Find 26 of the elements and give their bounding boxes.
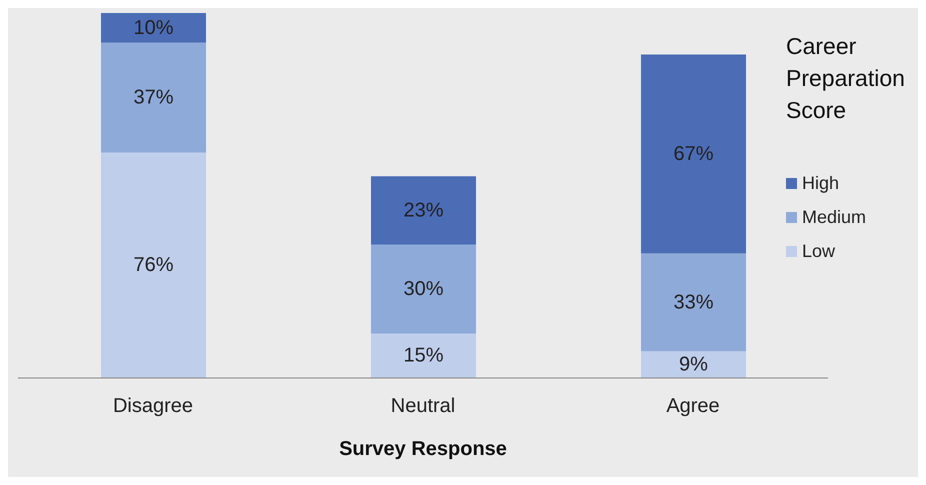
- data-label: 33%: [673, 291, 714, 314]
- x-tick-label: Neutral: [390, 395, 456, 418]
- x-axis-title: Survey Response: [338, 438, 508, 461]
- bar: [371, 333, 476, 378]
- legend-label: High: [802, 172, 840, 194]
- bar: [101, 152, 206, 378]
- legend-label: Low: [802, 240, 836, 262]
- data-label: 30%: [403, 278, 444, 300]
- data-label: 76%: [133, 254, 174, 276]
- x-tick-label: Agree: [666, 395, 720, 418]
- data-label: 67%: [673, 142, 714, 165]
- bar: [101, 13, 206, 43]
- bar: [371, 244, 476, 334]
- bar: [641, 54, 746, 254]
- data-label: 10%: [133, 16, 174, 39]
- legend-label: Medium: [802, 206, 866, 228]
- bar: [371, 176, 476, 244]
- data-label: 37%: [133, 86, 174, 109]
- bar: [641, 351, 746, 378]
- legend-title: Career Preparation Score: [786, 32, 906, 125]
- data-label: 9%: [679, 354, 708, 376]
- data-label: 15%: [403, 344, 444, 367]
- bar: [641, 253, 746, 352]
- data-label: 23%: [403, 199, 444, 222]
- bar: [101, 42, 206, 152]
- x-tick-label: Disagree: [112, 395, 194, 418]
